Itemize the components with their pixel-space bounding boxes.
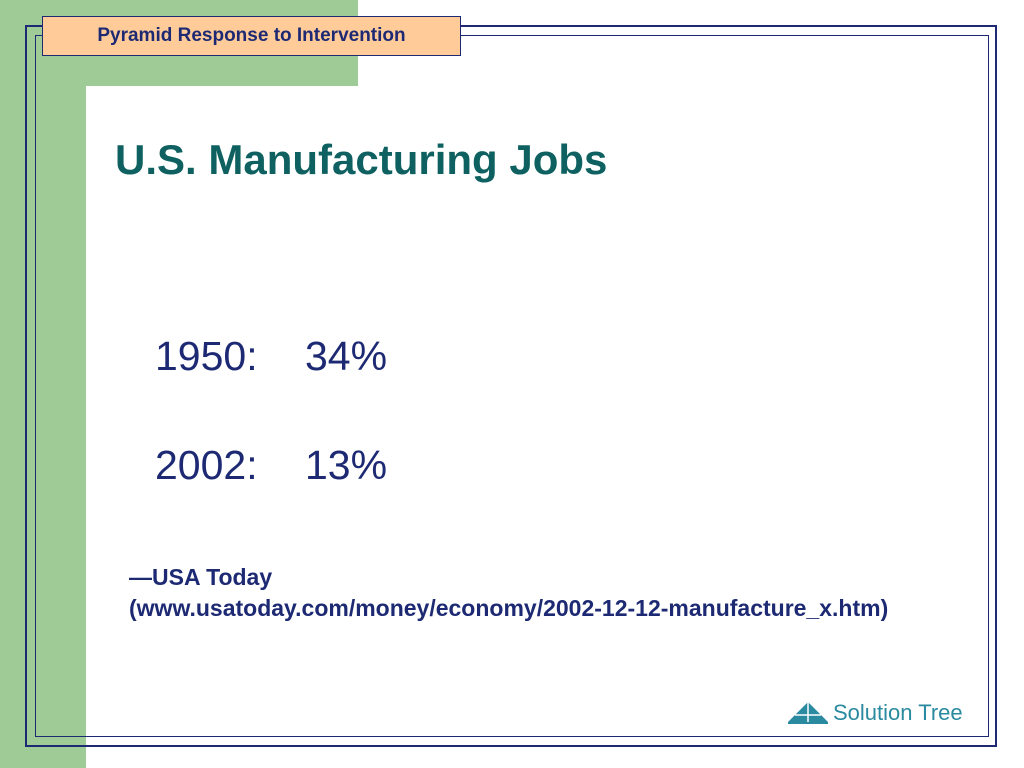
slide-frame-inner <box>35 35 989 737</box>
source-url: (www.usatoday.com/money/economy/2002-12-… <box>129 595 889 621</box>
solution-tree-logo: Solution Tree <box>787 698 963 728</box>
header-tab: Pyramid Response to Intervention <box>42 16 461 56</box>
header-label: Pyramid Response to Intervention <box>97 25 406 46</box>
stat-value: 34% <box>305 333 388 379</box>
stat-value: 13% <box>305 442 388 488</box>
stat-row-1950: 1950: 34% <box>155 333 387 380</box>
source-citation: —USA Today (www.usatoday.com/money/econo… <box>129 562 888 624</box>
content-panel <box>86 86 1024 768</box>
green-sidebar-strip <box>0 0 86 768</box>
stat-row-2002: 2002: 13% <box>155 442 387 489</box>
slide-title: U.S. Manufacturing Jobs <box>115 136 608 183</box>
pyramid-tree-icon <box>788 702 828 724</box>
logo-text: Solution Tree <box>833 700 963 725</box>
stat-year: 2002: <box>155 442 258 488</box>
source-name: —USA Today <box>129 564 273 590</box>
slide-frame-outer <box>25 25 997 747</box>
stat-year: 1950: <box>155 333 258 379</box>
